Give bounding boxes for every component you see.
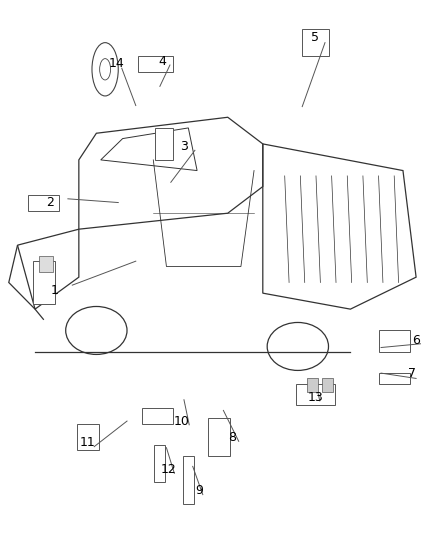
Text: 10: 10	[174, 415, 190, 427]
Text: 12: 12	[161, 463, 177, 475]
Bar	[39, 256, 53, 272]
Bar	[33, 261, 55, 304]
Bar	[379, 373, 410, 384]
Bar	[138, 56, 173, 72]
Text: 9: 9	[195, 484, 203, 497]
Bar	[296, 384, 335, 405]
Text: 2: 2	[46, 196, 54, 209]
Bar	[142, 408, 173, 424]
Bar	[155, 128, 173, 160]
Text: 1: 1	[51, 284, 59, 297]
Bar	[322, 378, 333, 392]
Text: 11: 11	[80, 436, 95, 449]
Text: 14: 14	[108, 58, 124, 70]
Bar	[302, 29, 328, 56]
Text: 4: 4	[158, 55, 166, 68]
Bar	[307, 378, 318, 392]
Bar	[208, 418, 230, 456]
Bar	[28, 195, 59, 211]
Text: 3: 3	[180, 140, 188, 153]
Bar	[183, 456, 194, 504]
Bar	[154, 445, 166, 482]
Text: 7: 7	[408, 367, 416, 379]
Bar	[379, 330, 410, 352]
Text: 6: 6	[412, 334, 420, 346]
Bar	[77, 424, 99, 450]
Text: 5: 5	[311, 31, 319, 44]
Text: 8: 8	[228, 431, 236, 443]
Text: 13: 13	[307, 391, 323, 403]
